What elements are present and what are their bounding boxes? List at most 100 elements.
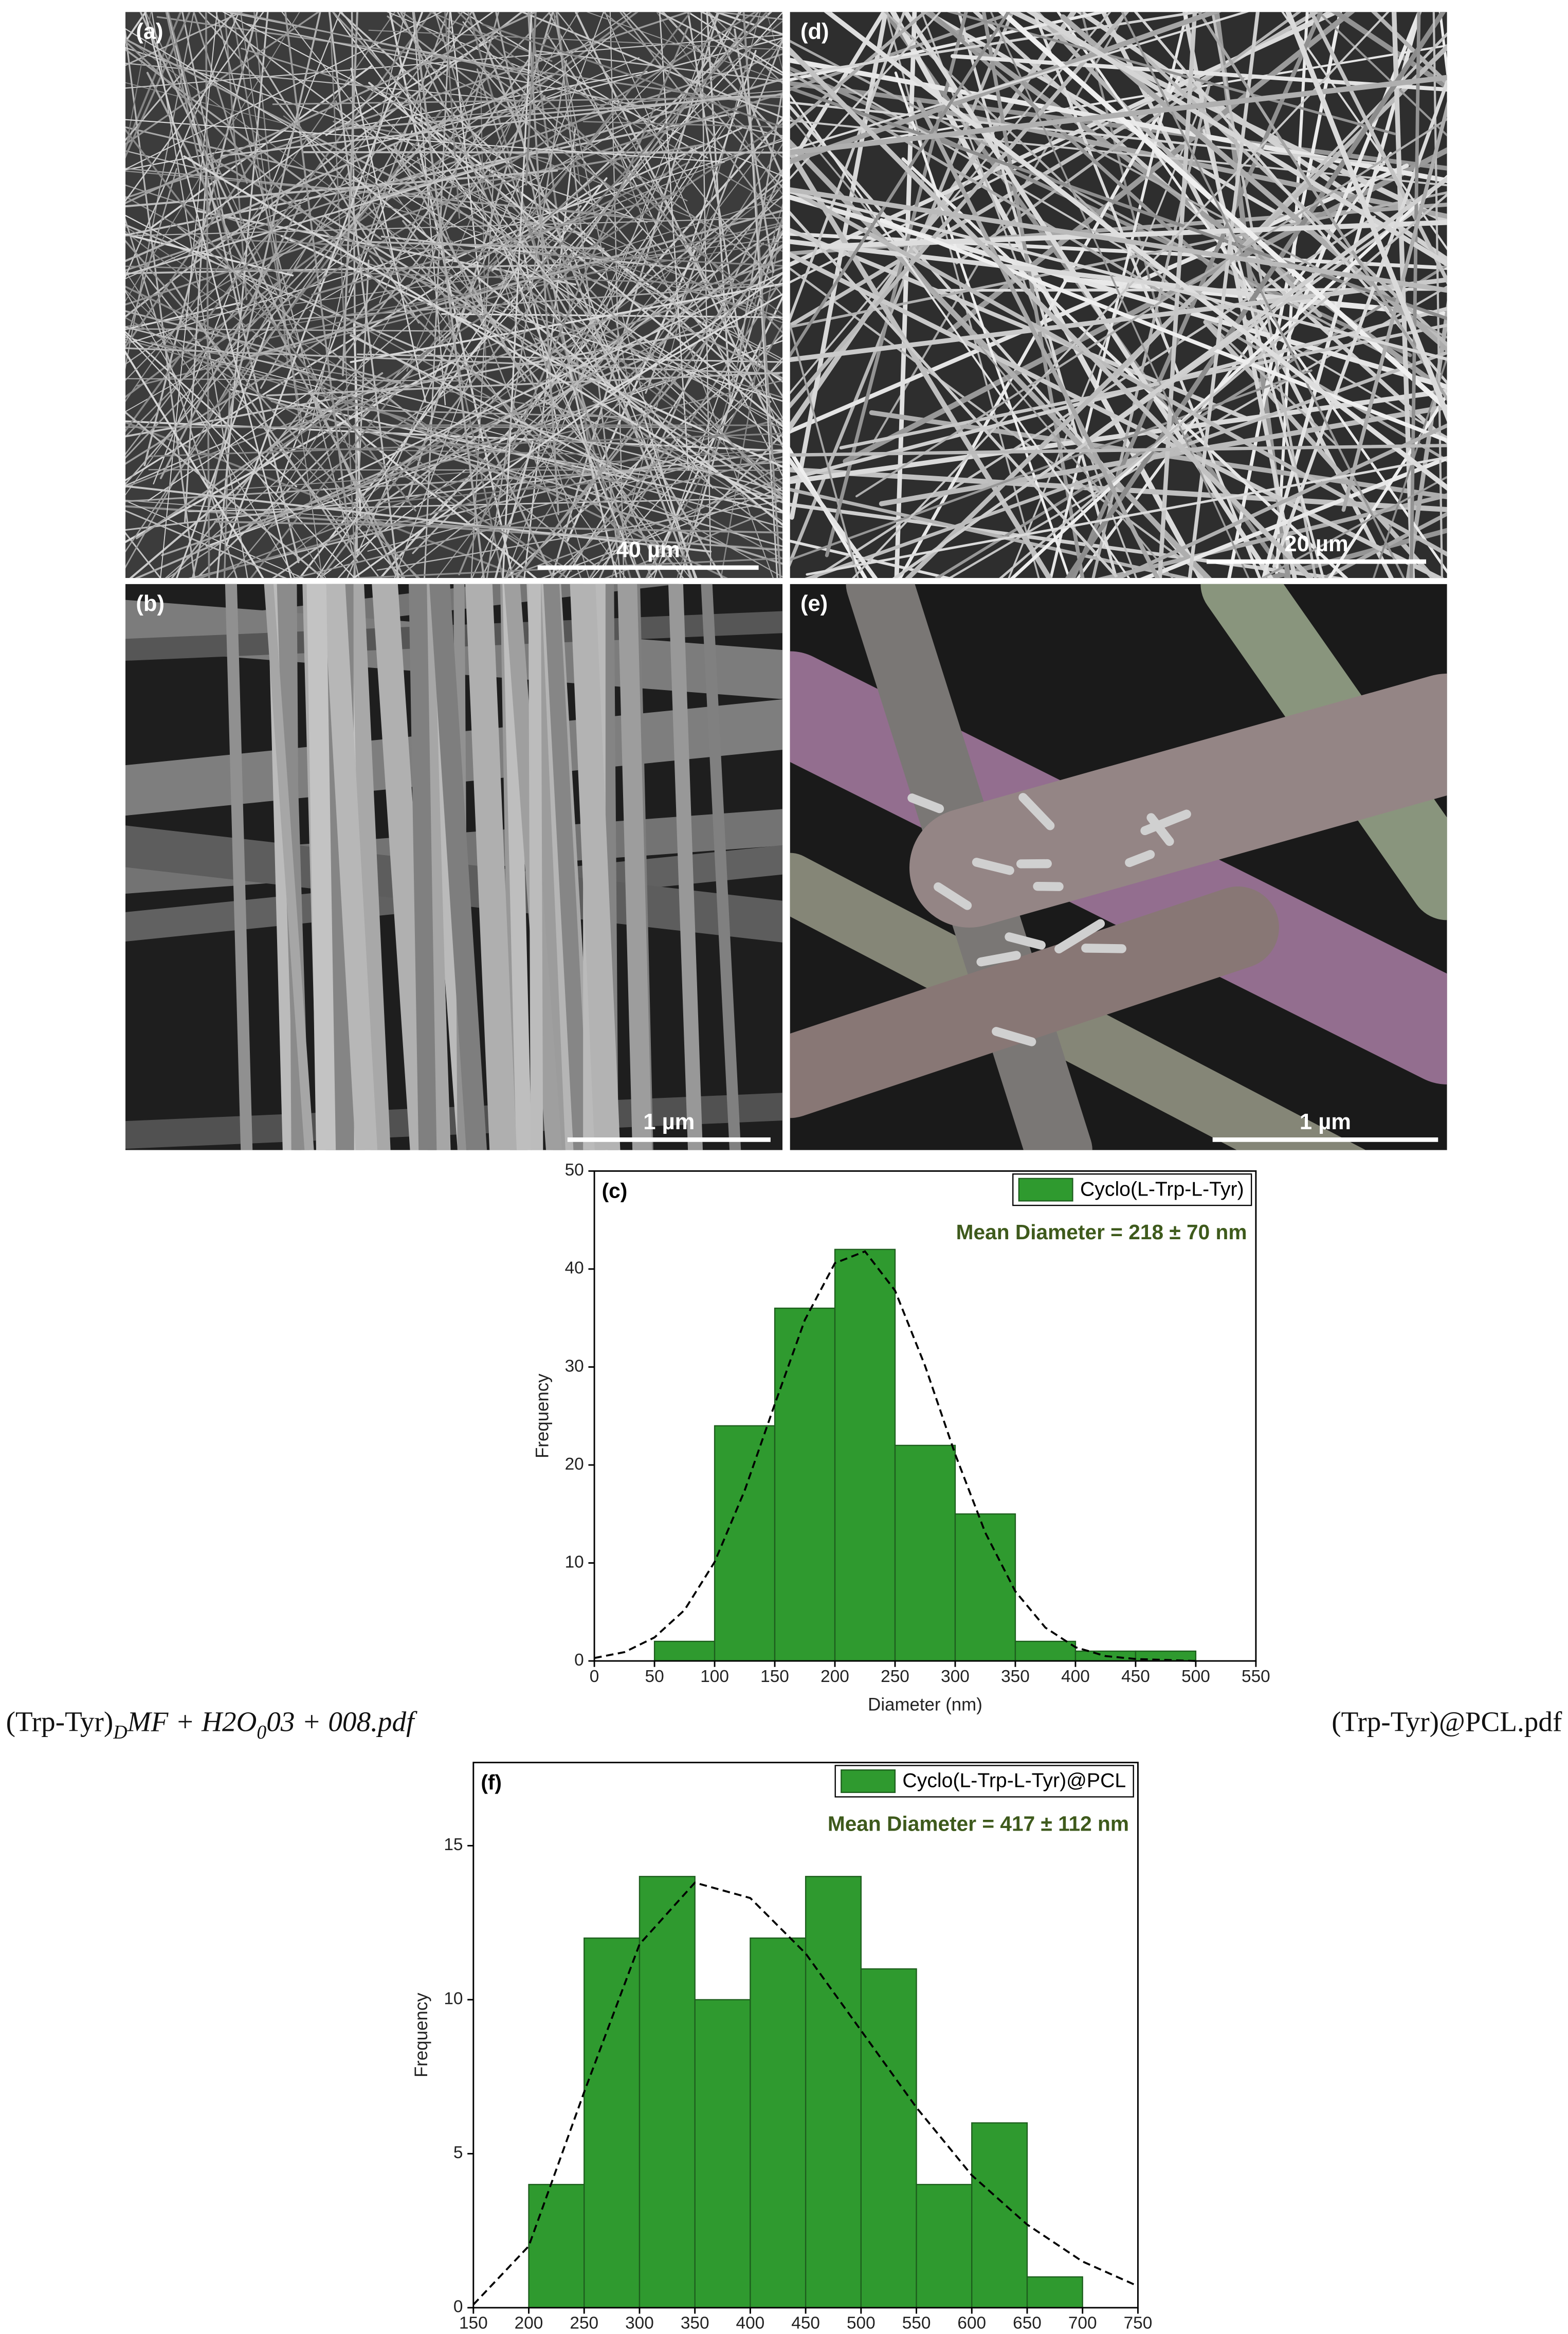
- fiber: [1008, 12, 1447, 225]
- legend: Cyclo(L-Trp-L-Tyr)@PCL: [834, 1765, 1134, 1798]
- fiber: [821, 220, 1447, 249]
- fiber: [1214, 12, 1291, 578]
- fiber: [471, 12, 740, 578]
- fiber: [328, 12, 399, 578]
- legend: Cyclo(L-Trp-L-Tyr): [1012, 1173, 1252, 1206]
- fiber: [125, 150, 221, 175]
- fiber: [266, 372, 783, 396]
- fiber: [350, 67, 427, 403]
- fiber: [933, 107, 1447, 219]
- fiber: [429, 584, 487, 1150]
- fiber: [640, 408, 697, 578]
- fiber: [495, 12, 599, 502]
- fiber: [1309, 12, 1447, 285]
- fiber: [353, 259, 370, 578]
- fiber: [125, 172, 350, 569]
- fiber: [459, 20, 783, 292]
- fiber: [1146, 813, 1174, 846]
- bar: [528, 2184, 585, 2309]
- fiber: [1005, 932, 1046, 950]
- fiber: [804, 351, 1447, 578]
- fiber: [843, 147, 1447, 464]
- fiber: [125, 500, 304, 578]
- fiber: [284, 12, 349, 524]
- bar: [774, 1307, 836, 1662]
- fiber: [699, 12, 783, 49]
- fiber: [264, 12, 579, 523]
- fiber: [444, 127, 742, 264]
- fiber: [165, 12, 213, 222]
- x-axis-label: Diameter (nm): [868, 1694, 982, 1714]
- fiber: [458, 26, 689, 575]
- plot-frame: [593, 1170, 1257, 1662]
- fiber: [267, 222, 783, 339]
- fiber: [465, 584, 517, 1150]
- fiber: [354, 179, 783, 501]
- fiber: [720, 212, 783, 578]
- x-tick-label: 450: [791, 2314, 820, 2333]
- fiber: [909, 674, 1447, 928]
- fiber: [790, 886, 1279, 1118]
- fiber: [790, 12, 1020, 92]
- fiber: [125, 12, 632, 365]
- fiber: [645, 323, 783, 578]
- fiber: [196, 149, 508, 333]
- fiber: [183, 155, 783, 513]
- fiber: [869, 410, 1447, 499]
- fiber: [790, 853, 1366, 1150]
- bar: [834, 1249, 896, 1662]
- fiber: [790, 502, 1348, 578]
- x-tick-label: 400: [1061, 1667, 1090, 1686]
- fiber: [668, 584, 703, 1150]
- fiber: [592, 401, 783, 522]
- fiber: [1081, 944, 1126, 953]
- scale-bar-label: 1 µm: [643, 1110, 695, 1134]
- fiber: [824, 12, 1447, 491]
- fiber: [525, 12, 537, 186]
- fiber: [790, 147, 1052, 578]
- fiber: [266, 283, 783, 322]
- fiber: [449, 12, 485, 327]
- fiber: [528, 584, 543, 1150]
- fiber: [1188, 12, 1260, 578]
- fiber: [790, 86, 1447, 320]
- fiber: [341, 12, 359, 376]
- fiber: [972, 858, 1014, 875]
- fiber: [125, 326, 783, 492]
- fiber: [125, 290, 296, 578]
- fiber: [301, 151, 783, 154]
- legend-label: Cyclo(L-Trp-L-Tyr)@PCL: [902, 1770, 1126, 1792]
- bar: [1026, 2276, 1083, 2309]
- fiber: [400, 12, 773, 272]
- scale-bar-label: 40 µm: [616, 537, 680, 562]
- fiber: [713, 12, 783, 35]
- fiber: [285, 259, 783, 430]
- fiber: [976, 951, 1021, 967]
- fiber: [622, 12, 783, 189]
- fiber: [147, 432, 783, 458]
- fiber: [222, 238, 783, 267]
- fiber: [1327, 392, 1447, 578]
- bar: [639, 1876, 696, 2309]
- y-tick-label: 30: [565, 1356, 584, 1376]
- x-tick-label: 150: [459, 2314, 488, 2333]
- fiber: [1076, 152, 1392, 578]
- fiber: [291, 456, 783, 578]
- fiber: [223, 448, 783, 491]
- scale-bar-label: 20 µm: [1284, 532, 1348, 556]
- scale-bar-label: 1 µm: [1300, 1110, 1351, 1134]
- fiber: [317, 32, 615, 279]
- fiber: [558, 436, 679, 578]
- fiber: [481, 426, 555, 578]
- caption-left: (Trp-Tyr)DMF + H2O003 + 008.pdf: [6, 1706, 417, 1744]
- y-axis-label: Frequency: [411, 1993, 431, 2077]
- fiber: [790, 487, 1192, 578]
- fiber: [316, 267, 519, 578]
- fiber: [894, 71, 1071, 578]
- fiber: [250, 209, 783, 357]
- fiber: [475, 182, 590, 578]
- fiber: [125, 28, 731, 390]
- fiber: [790, 12, 1110, 82]
- fiber: [981, 12, 1085, 578]
- fiber: [516, 161, 690, 248]
